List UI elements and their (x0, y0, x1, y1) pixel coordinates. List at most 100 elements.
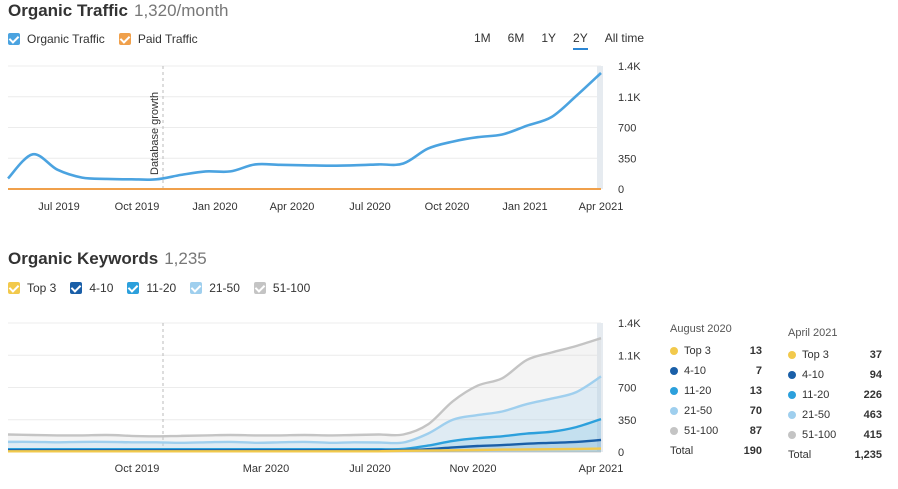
series-area-51-100 (8, 338, 601, 452)
total-label: Total (670, 445, 694, 457)
dot-icon (788, 431, 796, 439)
series-area-11-20 (8, 419, 601, 452)
row-value: 463 (863, 409, 882, 421)
dot-icon (788, 351, 796, 359)
table-august-2020: August 2020 Top 3 13 4-10 7 11-20 13 21-50 7… (670, 323, 762, 461)
dot-icon (670, 407, 678, 415)
legend-21-50[interactable]: 21-50 (190, 281, 240, 295)
dot-icon (670, 367, 678, 375)
4-10-checkbox[interactable] (70, 282, 83, 294)
table-row: Top 3 37 (788, 345, 882, 365)
period-1m[interactable]: 1M (474, 31, 491, 45)
x-tick-label: Oct 2019 (115, 201, 160, 213)
organic-traffic-title: Organic Traffic 1,320/month (8, 1, 229, 21)
x-tick-label: Jul 2019 (38, 201, 80, 213)
period-1y[interactable]: 1Y (541, 31, 557, 45)
paid-traffic-checkbox[interactable] (118, 33, 131, 45)
organic-traffic-title-text: Organic Traffic (8, 1, 128, 20)
legend-51-100[interactable]: 51-100 (253, 281, 311, 295)
y-tick-label: 0 (618, 184, 624, 196)
period-selector: 1M 6M 1Y 2Y All time (474, 31, 661, 50)
legend-51-100-label: 51-100 (272, 281, 311, 295)
table-row: 51-100 87 (670, 421, 762, 441)
legend-organic-traffic-label: Organic Traffic (27, 32, 105, 46)
11-20-checkbox[interactable] (127, 282, 140, 294)
x-tick-label: Jan 2020 (192, 201, 237, 213)
row-label: Top 3 (684, 345, 711, 357)
x-tick-label: Nov 2020 (449, 463, 496, 475)
row-value: 13 (749, 345, 762, 357)
51-100-checkbox[interactable] (253, 282, 266, 294)
y-tick-label: 1.4K (618, 61, 641, 73)
21-50-checkbox[interactable] (190, 282, 203, 294)
table-april-2021: April 2021 Top 3 37 4-10 94 11-20 226 21-50… (788, 327, 882, 465)
current-period-band (597, 323, 603, 452)
x-tick-label: Oct 2020 (425, 201, 470, 213)
row-value: 94 (869, 369, 882, 381)
total-value: 1,235 (854, 449, 882, 461)
row-value: 70 (749, 405, 762, 417)
total-label: Total (788, 449, 812, 461)
y-tick-label: 700 (618, 123, 636, 135)
dot-icon (670, 427, 678, 435)
series-area-21-50 (8, 376, 601, 452)
row-label: 51-100 (684, 425, 719, 437)
y-tick-label: 1.4K (618, 318, 641, 330)
row-value: 37 (869, 349, 882, 361)
legend-11-20-label: 11-20 (146, 281, 177, 295)
database-growth-annotation: Database growth (149, 92, 161, 175)
total-value: 190 (743, 445, 762, 457)
legend-4-10[interactable]: 4-10 (70, 281, 113, 295)
organic-traffic-checkbox[interactable] (8, 33, 20, 45)
table-header-april: April 2021 (788, 327, 838, 339)
legend-paid-traffic[interactable]: Paid Traffic (118, 32, 198, 46)
x-tick-label: Mar 2020 (243, 463, 289, 475)
row-label: 4-10 (802, 369, 825, 381)
table-row: Top 3 13 (670, 341, 762, 361)
x-tick-label: Apr 2021 (579, 201, 624, 213)
organic-traffic-value: 1,320/month (133, 1, 229, 20)
keywords-legend: Top 3 4-10 11-20 21-50 51-100 (8, 281, 324, 295)
current-period-band (597, 66, 603, 189)
legend-organic-traffic[interactable]: Organic Traffic (8, 32, 105, 46)
period-2y[interactable]: 2Y (573, 31, 588, 50)
series-line-organic-traffic (7, 72, 602, 181)
period-6m[interactable]: 6M (507, 31, 525, 45)
period-all-time[interactable]: All time (604, 31, 645, 45)
series-line-21-50 (7, 375, 602, 445)
table-total-row: Total 190 (670, 441, 762, 461)
y-tick-label: 350 (618, 153, 636, 165)
top3-checkbox[interactable] (8, 282, 20, 294)
organic-keywords-title: Organic Keywords 1,235 (8, 249, 207, 269)
y-tick-label: 1.1K (618, 350, 641, 362)
dot-icon (670, 347, 678, 355)
row-value: 7 (755, 365, 762, 377)
x-tick-label: Jul 2020 (349, 201, 391, 213)
y-tick-label: 1.1K (618, 92, 641, 104)
row-label: 21-50 (802, 409, 831, 421)
legend-top3[interactable]: Top 3 (8, 281, 56, 295)
legend-4-10-label: 4-10 (89, 281, 114, 295)
table-total-row: Total 1,235 (788, 445, 882, 465)
table-row: 21-50 70 (670, 401, 762, 421)
row-value: 415 (863, 429, 882, 441)
series-line-top-3 (7, 447, 602, 453)
row-value: 13 (749, 385, 762, 397)
x-tick-label: Apr 2021 (579, 463, 624, 475)
y-tick-label: 0 (618, 447, 624, 459)
dot-icon (788, 371, 796, 379)
legend-top3-label: Top 3 (27, 281, 57, 295)
row-value: 87 (749, 425, 762, 437)
row-label: 4-10 (684, 365, 707, 377)
row-label: 11-20 (684, 385, 712, 397)
table-row: 51-100 415 (788, 425, 882, 445)
legend-21-50-label: 21-50 (209, 281, 240, 295)
x-tick-label: Jan 2021 (502, 201, 547, 213)
series-line-51-100 (7, 337, 602, 438)
legend-11-20[interactable]: 11-20 (127, 281, 176, 295)
row-label: 51-100 (802, 429, 837, 441)
table-row: 4-10 7 (670, 361, 762, 381)
series-area-4-10 (8, 439, 601, 452)
table-row: 11-20 13 (670, 381, 762, 401)
